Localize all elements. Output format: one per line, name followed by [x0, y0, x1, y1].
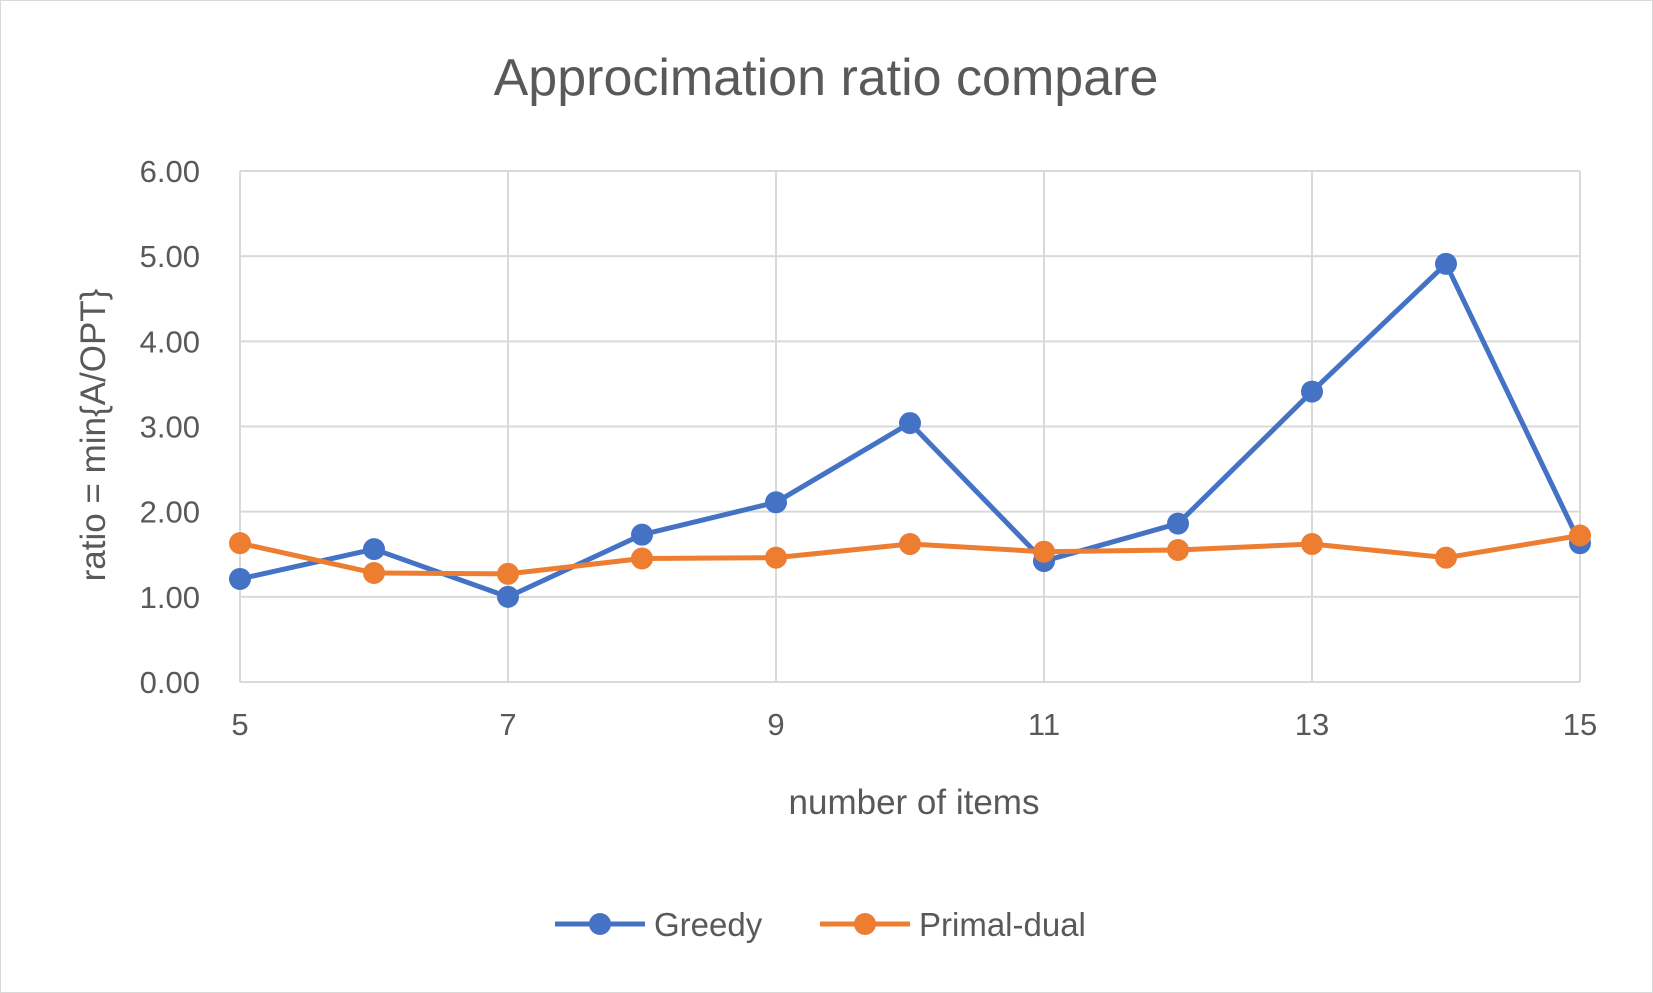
x-tick-label: 5	[231, 707, 248, 742]
data-point	[1435, 546, 1457, 569]
data-point	[1569, 524, 1591, 547]
data-point	[1301, 380, 1323, 403]
data-point	[363, 561, 385, 584]
data-point	[631, 523, 653, 546]
x-tick-label: 15	[1563, 707, 1597, 742]
data-point	[765, 546, 787, 569]
legend-item: Greedy	[555, 906, 763, 943]
gridlines	[239, 170, 1581, 683]
x-tick-label: 7	[499, 707, 516, 742]
legend-marker	[854, 913, 876, 935]
data-point	[1167, 538, 1189, 561]
data-point	[899, 412, 921, 435]
legend-item: Primal-dual	[820, 906, 1086, 943]
y-tick-label: 3.00	[140, 410, 200, 445]
x-tick-label: 13	[1295, 707, 1329, 742]
data-point	[363, 538, 385, 561]
y-axis-ticks: 0.00 1.00 2.00 3.00 4.00 5.00 6.00	[140, 154, 200, 700]
y-tick-label: 2.00	[140, 495, 200, 530]
y-tick-label: 1.00	[140, 580, 200, 615]
legend-label: Greedy	[654, 906, 763, 943]
legend-label: Primal-dual	[919, 906, 1086, 943]
y-axis-title: ratio = min{A/OPT}	[74, 288, 113, 581]
legend: Greedy Primal-dual	[555, 906, 1086, 943]
x-axis-title: number of items	[789, 783, 1040, 822]
data-point	[1435, 252, 1457, 275]
series-2	[229, 524, 1591, 585]
y-tick-label: 0.00	[140, 665, 200, 700]
data-point	[497, 585, 519, 608]
data-point	[631, 547, 653, 570]
data-point	[1301, 533, 1323, 556]
data-point	[1167, 512, 1189, 535]
data-point	[229, 567, 251, 590]
y-tick-label: 6.00	[140, 154, 200, 189]
series-layer	[229, 252, 1591, 608]
x-axis-ticks: 5 7 9 11 13 15	[231, 707, 1597, 742]
data-point	[899, 533, 921, 556]
data-point	[1033, 540, 1055, 563]
legend-marker	[589, 913, 611, 935]
data-point	[229, 532, 251, 555]
data-point	[497, 562, 519, 585]
y-tick-label: 5.00	[140, 239, 200, 274]
data-point	[765, 491, 787, 514]
y-tick-label: 4.00	[140, 324, 200, 359]
x-tick-label: 11	[1028, 707, 1060, 742]
x-tick-label: 9	[767, 707, 784, 742]
chart-title: Approcimation ratio compare	[494, 49, 1159, 107]
